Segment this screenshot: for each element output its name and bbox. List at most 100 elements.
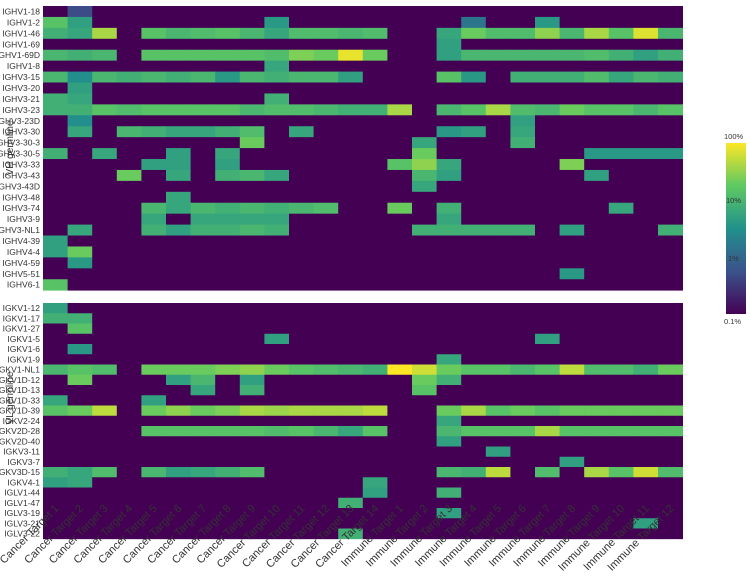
- heatmap-cell: [387, 148, 413, 160]
- heatmap-cell: [461, 60, 487, 72]
- heatmap-cell: [141, 395, 167, 406]
- heatmap-cell: [362, 477, 388, 488]
- heatmap-cell: [412, 323, 437, 335]
- heatmap-cell: [313, 148, 339, 160]
- row-label: IGHV5-51: [2, 269, 40, 279]
- heatmap-cell: [264, 426, 290, 437]
- heatmap-cell: [633, 313, 659, 324]
- heatmap-cell: [239, 38, 265, 51]
- heatmap-cell: [43, 49, 68, 62]
- heatmap-cell: [362, 159, 388, 171]
- heatmap-cell: [215, 27, 241, 40]
- heatmap-cell: [313, 508, 339, 519]
- heatmap-cell: [559, 49, 585, 62]
- heatmap-cell: [92, 115, 118, 127]
- heatmap-cell: [461, 93, 487, 105]
- heatmap-cell: [313, 268, 339, 280]
- heatmap-cell: [510, 487, 536, 499]
- heatmap-cell: [239, 446, 265, 458]
- heatmap-cell: [436, 405, 462, 417]
- heatmap-cell: [510, 191, 536, 204]
- heatmap-cell: [633, 395, 659, 406]
- heatmap-cell: [264, 126, 290, 138]
- heatmap-cell: [633, 446, 659, 458]
- heatmap-cell: [215, 224, 241, 236]
- heatmap-cell: [535, 415, 560, 427]
- heatmap-cell: [535, 169, 560, 182]
- heatmap-cell: [633, 487, 659, 499]
- heatmap-cell: [658, 202, 683, 215]
- heatmap-cell: [559, 385, 585, 396]
- heatmap-cell: [166, 268, 191, 280]
- heatmap-cell: [436, 49, 462, 62]
- heatmap-cell: [485, 279, 511, 291]
- heatmap-cell: [166, 169, 191, 182]
- heatmap-cell: [387, 71, 413, 83]
- heatmap-cell: [412, 104, 437, 116]
- heatmap-cell: [608, 344, 634, 355]
- heatmap-cell: [387, 279, 413, 291]
- heatmap-cell: [658, 213, 683, 225]
- heatmap-cell: [485, 115, 511, 127]
- heatmap-cell: [633, 467, 659, 478]
- heatmap-cell: [510, 159, 536, 171]
- heatmap-cell: [485, 49, 511, 62]
- heatmap-cell: [535, 374, 560, 386]
- heatmap-cell: [43, 497, 68, 509]
- heatmap-cell: [313, 137, 339, 149]
- heatmap-cell: [43, 115, 68, 127]
- heatmap-cell: [510, 104, 536, 116]
- heatmap-cell: [387, 508, 413, 519]
- heatmap-cell: [461, 456, 487, 468]
- heatmap-cell: [338, 71, 364, 83]
- heatmap-cell: [67, 235, 93, 247]
- heatmap-cell: [608, 528, 634, 540]
- heatmap-cell: [67, 426, 93, 437]
- heatmap-cell: [510, 27, 536, 40]
- heatmap-cell: [289, 374, 314, 386]
- heatmap-cell: [436, 16, 462, 29]
- heatmap-cell: [239, 508, 265, 519]
- heatmap-cell: [141, 126, 167, 138]
- heatmap-cell: [43, 323, 68, 335]
- heatmap-cell: [362, 49, 388, 62]
- heatmap-cell: [559, 235, 585, 247]
- heatmap-cell: [166, 202, 191, 215]
- heatmap-cell: [141, 436, 167, 447]
- row-label: IGKV1-12: [3, 303, 41, 313]
- heatmap-cell: [658, 235, 683, 247]
- heatmap-cell: [584, 467, 610, 478]
- heatmap-cell: [313, 467, 339, 478]
- heatmap-cell: [559, 71, 585, 83]
- heatmap-cell: [239, 202, 265, 215]
- heatmap-cell: [412, 374, 437, 386]
- heatmap-cell: [412, 16, 437, 29]
- heatmap-cell: [535, 279, 560, 291]
- heatmap-cell: [362, 71, 388, 83]
- heatmap-cell: [608, 333, 634, 345]
- heatmap-cell: [584, 518, 610, 529]
- heatmap-cell: [412, 180, 437, 193]
- heatmap-cell: [313, 354, 339, 365]
- heatmap-cell: [412, 126, 437, 138]
- legend-tick-label: 100%: [724, 132, 744, 141]
- heatmap-cell: [387, 487, 413, 499]
- heatmap-cell: [116, 313, 142, 324]
- heatmap-cell: [92, 436, 118, 447]
- heatmap-cell: [92, 169, 118, 182]
- heatmap-cell: [67, 364, 93, 376]
- heatmap-cell: [67, 487, 93, 499]
- heatmap-cell: [608, 169, 634, 182]
- heatmap-cell: [338, 415, 364, 427]
- heatmap-cell: [289, 115, 314, 127]
- heatmap-cell: [190, 323, 216, 335]
- heatmap-cell: [166, 246, 191, 258]
- heatmap-cell: [510, 313, 536, 324]
- heatmap-cell: [43, 385, 68, 396]
- heatmap-cell: [215, 508, 241, 519]
- heatmap-cell: [190, 268, 216, 280]
- heatmap-cell: [67, 82, 93, 94]
- heatmap-cell: [485, 180, 511, 193]
- heatmap-cell: [338, 82, 364, 94]
- heatmap-cell: [485, 333, 511, 345]
